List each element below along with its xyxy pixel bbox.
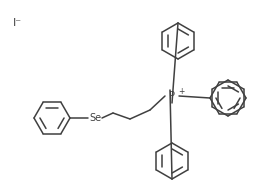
Text: +: + xyxy=(178,86,184,96)
Text: I⁻: I⁻ xyxy=(13,18,22,28)
Text: Se: Se xyxy=(89,113,101,123)
Text: P: P xyxy=(169,91,175,101)
